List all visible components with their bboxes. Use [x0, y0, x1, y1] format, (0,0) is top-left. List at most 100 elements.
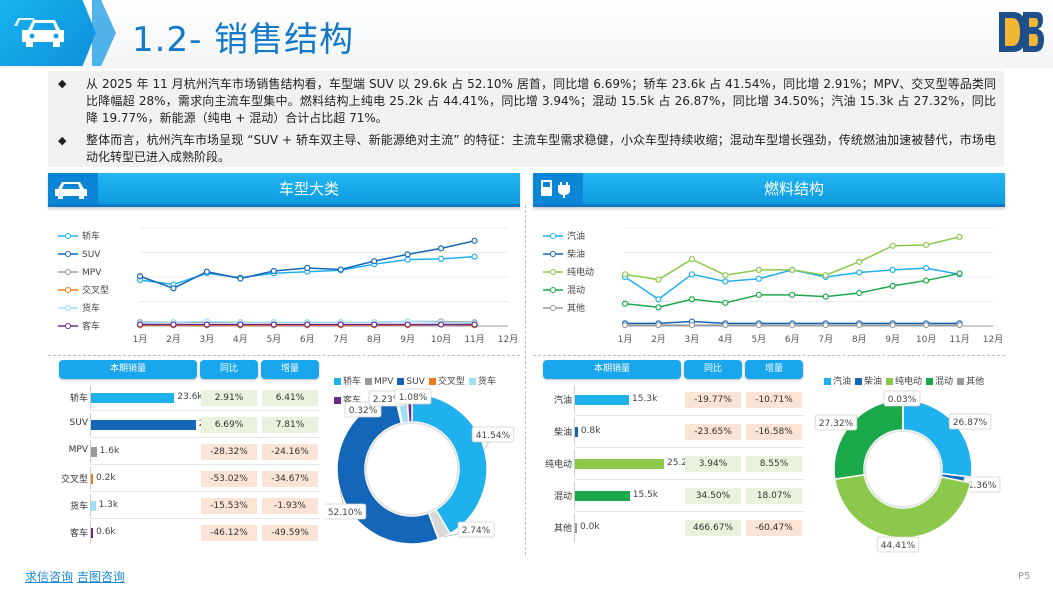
data-point — [822, 293, 829, 300]
legend-marker — [550, 251, 556, 257]
table-row: 纯电动 25.2k 3.94% 8.55% — [514, 448, 814, 480]
row-label: 混动 — [553, 492, 572, 502]
legend-swatch — [886, 378, 894, 385]
bar-value-label: 15.5k — [632, 490, 659, 500]
x-tick-label: 12月 — [983, 334, 1003, 345]
data-point — [621, 271, 629, 278]
data-point — [722, 278, 729, 285]
bar-axis — [574, 450, 575, 478]
data-point — [203, 268, 211, 275]
sales-bar — [91, 473, 93, 484]
bar-axis — [574, 386, 575, 414]
x-tick-label: 9月 — [400, 334, 415, 345]
row-separator — [574, 447, 804, 448]
data-point — [889, 282, 896, 290]
data-point — [922, 264, 930, 272]
table-cell: -53.02% — [201, 470, 257, 487]
bar-axis — [90, 413, 91, 436]
sales-bar — [575, 427, 578, 437]
legend-swatch — [855, 378, 863, 385]
line-chart-vehicle-type: 1月 2月 3月 4月 5月 6月 7月 8月 9月 10月 11月 12月 轿车 SUV MPV 交叉型货车… — [58, 227, 518, 345]
table-row: 其他 0.0k 466.67% -60.47% — [514, 512, 814, 544]
data-point — [304, 264, 311, 272]
bar-value-label: 1.3k — [98, 499, 119, 510]
legend-swatch — [334, 378, 341, 385]
series-line-混动 — [624, 272, 960, 309]
brand-logo-icon — [999, 12, 1044, 52]
data-point — [437, 245, 445, 252]
data-point — [237, 275, 244, 282]
legend-label: 柴油 — [567, 248, 585, 260]
table-cell: -46.12% — [201, 524, 257, 541]
legend-label: SUV — [82, 250, 101, 260]
table-cell: 466.67% — [685, 520, 741, 536]
series-line-纯电动 — [624, 236, 960, 281]
summary-paragraph-2: 整体而言，杭州汽车市场呈现 “SUV + 轿车双主导、新能源绝对主流” 的特征：… — [86, 133, 996, 164]
bar-value-label: 0.0k — [580, 522, 600, 532]
legend-item: 纯电动 — [886, 377, 922, 387]
section-title: 燃料结构 — [763, 180, 824, 198]
legend-label: 客车 — [82, 320, 100, 332]
data-point — [404, 256, 411, 263]
row-separator — [90, 437, 320, 438]
legend-label: 轿车 — [82, 230, 100, 242]
bar-axis — [574, 418, 575, 446]
data-point — [655, 276, 662, 283]
row-separator — [574, 415, 804, 416]
table-header-increment: 增量 — [745, 360, 803, 379]
row-separator — [574, 479, 804, 480]
x-tick-label: 8月 — [367, 334, 382, 345]
bar-value-label: 15.3k — [632, 394, 658, 404]
legend-marker — [65, 287, 71, 293]
row-label: 其他 — [553, 524, 572, 534]
series-line-SUV — [139, 240, 475, 290]
fuel-plug-icon — [541, 180, 570, 198]
data-point — [437, 255, 445, 263]
table-cell: -49.59% — [262, 524, 318, 541]
table-header-yoy: 同比 — [684, 360, 742, 379]
bar-value-label: 25.2k — [667, 458, 693, 468]
x-tick-label: 2月 — [166, 334, 181, 345]
legend-label: 纯电动 — [895, 377, 923, 387]
legend-label: 货车 — [82, 302, 100, 314]
legend-swatch — [957, 378, 965, 385]
legend-label: 交叉型 — [437, 377, 465, 387]
x-tick-label: 9月 — [885, 334, 900, 345]
legend-item: 其他 — [957, 377, 984, 387]
bar-axis — [90, 440, 91, 463]
x-tick-label: 8月 — [852, 334, 867, 345]
footer-link-2[interactable]: 吉图咨询 — [76, 570, 125, 584]
divider-horizontal — [48, 355, 520, 356]
table-header-sales: 本期销量 — [543, 360, 681, 379]
data-point — [203, 321, 211, 328]
legend-swatch — [397, 378, 405, 385]
table-cell: -10.71% — [746, 392, 802, 408]
data-point — [822, 272, 829, 279]
bar-axis — [90, 521, 91, 544]
row-label: SUV — [69, 417, 88, 428]
table-cell: -28.32% — [201, 443, 257, 460]
table-cell: -1.93% — [262, 497, 318, 514]
page-number: P5 — [1018, 571, 1031, 582]
table-cell: 18.07% — [746, 488, 802, 504]
data-point — [922, 277, 930, 284]
data-point — [755, 275, 762, 282]
data-point — [437, 321, 445, 328]
legend-item: 交叉型 — [428, 377, 465, 387]
x-tick-label: 1月 — [133, 334, 148, 345]
data-point — [471, 253, 478, 260]
table-cell: 6.41% — [262, 389, 318, 406]
x-tick-label: 1月 — [618, 334, 633, 345]
bar-axis — [574, 482, 575, 510]
bar-value-label: 0.6k — [96, 526, 116, 537]
table-cell: 34.50% — [685, 488, 741, 504]
data-point — [956, 233, 963, 241]
data-point — [170, 285, 177, 292]
table-header-yoy: 同比 — [200, 360, 258, 379]
footer-link-1[interactable]: 求信咨询 — [25, 570, 74, 584]
bar-axis — [90, 494, 91, 517]
legend-marker — [65, 269, 71, 275]
data-label: 26.87% — [953, 418, 988, 428]
section-header-fuel: 燃料结构 — [533, 173, 1005, 207]
data-label-box — [814, 414, 858, 431]
